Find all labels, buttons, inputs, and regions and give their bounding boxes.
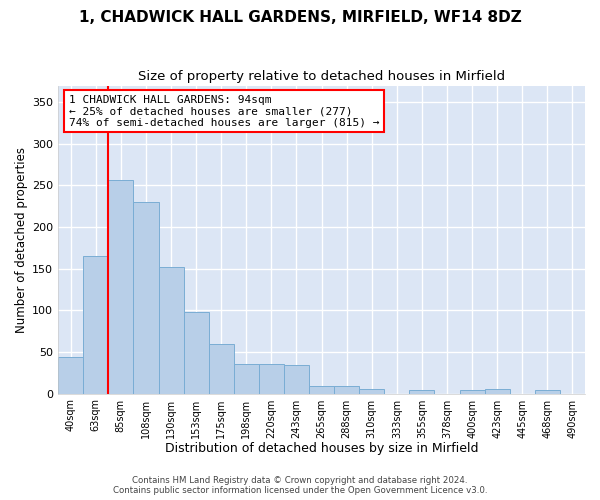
Bar: [284, 366, 309, 394]
Bar: [109, 180, 133, 394]
Text: Contains HM Land Registry data © Crown copyright and database right 2024.
Contai: Contains HM Land Registry data © Crown c…: [113, 476, 487, 495]
Title: Size of property relative to detached houses in Mirfield: Size of property relative to detached ho…: [138, 70, 505, 83]
Bar: [259, 364, 284, 394]
Bar: [158, 267, 184, 394]
Bar: [58, 357, 83, 394]
Y-axis label: Number of detached properties: Number of detached properties: [15, 146, 28, 332]
X-axis label: Distribution of detached houses by size in Mirfield: Distribution of detached houses by size …: [165, 442, 478, 455]
Bar: [83, 256, 109, 394]
Bar: [460, 390, 485, 394]
Bar: [234, 364, 259, 394]
Bar: [334, 386, 359, 394]
Bar: [133, 202, 158, 394]
Text: 1 CHADWICK HALL GARDENS: 94sqm
← 25% of detached houses are smaller (277)
74% of: 1 CHADWICK HALL GARDENS: 94sqm ← 25% of …: [68, 95, 379, 128]
Text: 1, CHADWICK HALL GARDENS, MIRFIELD, WF14 8DZ: 1, CHADWICK HALL GARDENS, MIRFIELD, WF14…: [79, 10, 521, 25]
Bar: [184, 312, 209, 394]
Bar: [409, 390, 434, 394]
Bar: [309, 386, 334, 394]
Bar: [485, 390, 510, 394]
Bar: [535, 390, 560, 394]
Bar: [359, 390, 384, 394]
Bar: [209, 344, 234, 394]
